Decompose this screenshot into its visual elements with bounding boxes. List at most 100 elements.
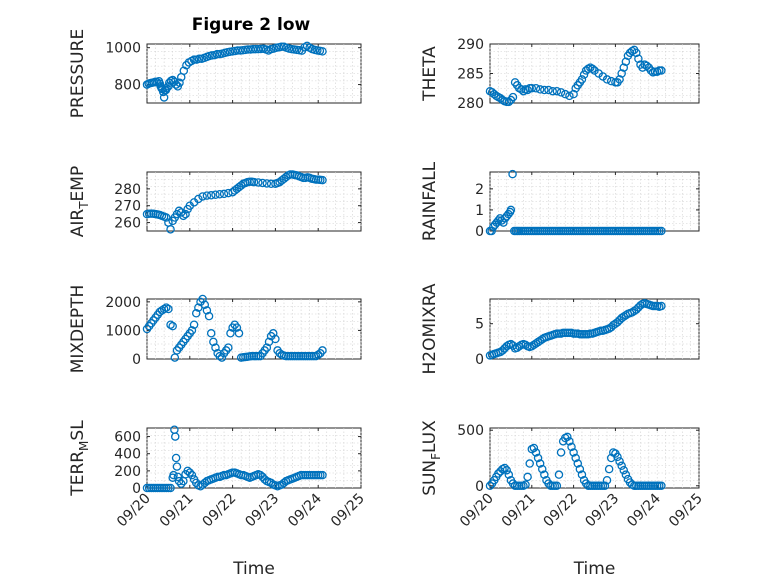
x-tick-label: 09/25 [666, 491, 706, 531]
y-tick-label: 600 [114, 430, 141, 446]
data-point [552, 481, 562, 491]
x-tick-label: 09/20 [457, 491, 497, 531]
x-tick-label: 09/24 [624, 490, 664, 530]
data-point [502, 465, 511, 475]
data-point [194, 194, 203, 204]
data-point [606, 453, 616, 463]
data-point [602, 75, 612, 84]
data-point [209, 337, 218, 347]
data-point [538, 464, 547, 474]
data-point [508, 169, 517, 179]
data-point [485, 481, 495, 491]
data-point [642, 61, 652, 71]
data-point [182, 60, 191, 70]
y-axis-label: SUNFLUX [420, 420, 443, 496]
data-point [617, 69, 626, 78]
x-tick-label: 09/21 [499, 491, 539, 531]
y-tick-label: 200 [114, 464, 141, 480]
data-point [172, 462, 182, 471]
x-tick-label: 09/24 [285, 490, 325, 530]
figure-title: Figure 2 low [192, 15, 311, 35]
x-tick-label: 09/25 [328, 491, 368, 531]
data-point [204, 311, 214, 321]
y-tick-label: 1 [475, 203, 484, 219]
data-point [579, 70, 589, 79]
y-axis-label: PRESSURE [68, 29, 88, 118]
data-point [646, 66, 656, 75]
data-point [556, 448, 566, 457]
data-point [565, 91, 574, 101]
data-point [176, 479, 186, 488]
series-rainfall [485, 169, 666, 236]
data-point [565, 437, 574, 446]
data-point [318, 175, 327, 185]
data-point [311, 351, 321, 361]
data-point [573, 459, 583, 468]
y-tick-label: 500 [457, 423, 484, 439]
data-point [632, 48, 641, 58]
data-point [529, 340, 539, 350]
data-point [575, 464, 585, 474]
data-point [232, 323, 242, 332]
data-point [535, 336, 545, 345]
data-point [500, 463, 509, 473]
data-point [577, 470, 587, 479]
y-tick-label: 0 [132, 481, 141, 497]
data-point [657, 481, 666, 491]
data-point [563, 432, 572, 442]
series-terr_msl [142, 425, 327, 493]
y-tick-label: 0 [475, 352, 484, 368]
data-point [166, 225, 175, 234]
data-point [619, 465, 629, 475]
data-point [262, 179, 272, 188]
x-axis-label: Time [573, 559, 616, 579]
data-point [187, 470, 197, 480]
data-point [527, 84, 537, 93]
data-point [162, 303, 171, 312]
y-tick-label: 0 [475, 479, 484, 495]
y-tick-label: 5 [475, 317, 484, 333]
data-point [211, 190, 220, 200]
data-point [533, 453, 543, 463]
data-point [588, 64, 597, 74]
data-point [657, 226, 666, 236]
y-tick-label: 800 [114, 78, 141, 94]
data-point [277, 42, 286, 52]
data-point [512, 343, 522, 352]
data-point [552, 86, 562, 96]
data-point [171, 453, 181, 463]
data-point [571, 453, 580, 463]
data-point [179, 211, 188, 221]
data-point [657, 66, 666, 75]
data-point [198, 294, 207, 304]
data-point [159, 304, 169, 314]
data-point [234, 329, 244, 338]
data-point [212, 49, 222, 59]
y-tick-label: 280 [114, 182, 141, 198]
data-point [200, 478, 210, 488]
data-point [269, 329, 278, 338]
data-point [271, 334, 280, 344]
data-point [174, 476, 184, 486]
data-point [224, 343, 233, 352]
y-axis-label: TERRMSL [68, 420, 91, 497]
data-point [531, 84, 541, 93]
data-point [627, 308, 637, 317]
y-tick-label: 400 [114, 447, 141, 463]
data-point [191, 309, 201, 318]
data-point [219, 189, 229, 199]
data-point [258, 178, 267, 188]
series-mixdepth [142, 294, 327, 362]
data-point [529, 443, 539, 453]
data-point [162, 213, 171, 222]
y-tick-label: 2 [475, 182, 484, 198]
data-point [166, 483, 175, 493]
data-point [206, 329, 216, 338]
data-point [260, 475, 269, 484]
data-point [211, 343, 220, 352]
y-axis-label: H2OMIXRA [420, 283, 440, 374]
data-point [185, 468, 195, 477]
subplot-theta: 280 285 290 THETA [420, 37, 700, 112]
y-tick-label: 285 [457, 67, 484, 83]
